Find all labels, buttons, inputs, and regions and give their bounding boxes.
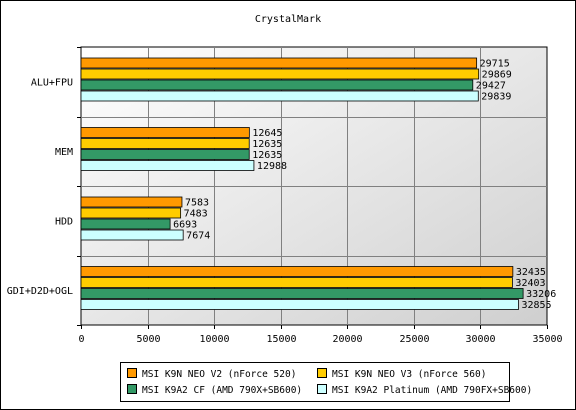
bar xyxy=(80,277,513,288)
value-label: 32403 xyxy=(515,278,545,289)
value-label: 12645 xyxy=(252,128,282,139)
category-label: MEM xyxy=(55,147,73,158)
bar xyxy=(80,207,182,219)
x-tick-label: 20000 xyxy=(332,334,362,345)
x-tick-label: 30000 xyxy=(465,334,495,345)
category-label: GDI+D2D+OGL xyxy=(7,286,73,297)
legend-label: MSI K9N NEO V3 (nForce 560) xyxy=(332,369,487,380)
chart-title: CrystalMark xyxy=(254,14,322,25)
bar xyxy=(80,288,524,299)
bar xyxy=(80,160,255,171)
x-tick-label: 15000 xyxy=(266,334,296,345)
value-label: 29839 xyxy=(481,92,511,103)
legend-swatch xyxy=(317,384,327,394)
value-label: 7674 xyxy=(186,231,210,242)
value-label: 32855 xyxy=(521,300,551,311)
category-label: ALU+FPU xyxy=(31,77,73,88)
legend-item: MSI K9N NEO V2 (nForce 520) xyxy=(127,368,296,380)
value-label: 29715 xyxy=(480,59,510,70)
legend-item: MSI K9A2 Platinum (AMD 790FX+SB600) xyxy=(317,384,532,396)
x-tick-label: 5000 xyxy=(136,334,160,345)
x-tick-label: 10000 xyxy=(199,334,229,345)
bar xyxy=(80,229,184,241)
chart-plot: 2971529869294272983912645126351263512988… xyxy=(7,46,563,345)
category-label: HDD xyxy=(55,216,73,227)
legend-swatch xyxy=(127,368,137,378)
legend-label: MSI K9N NEO V2 (nForce 520) xyxy=(142,369,297,380)
bar xyxy=(80,266,514,277)
legend-label: MSI K9A2 Platinum (AMD 790FX+SB600) xyxy=(332,385,533,396)
legend-label: MSI K9A2 CF (AMD 790X+SB600) xyxy=(142,385,303,396)
bar xyxy=(80,127,250,138)
bar xyxy=(80,149,250,160)
x-tick-label: 35000 xyxy=(532,334,562,345)
value-label: 6693 xyxy=(173,220,197,231)
legend-item: MSI K9A2 CF (AMD 790X+SB600) xyxy=(127,384,302,396)
legend-swatch xyxy=(317,368,327,378)
legend-swatch xyxy=(127,384,137,394)
value-label: 12988 xyxy=(257,161,287,172)
bar xyxy=(80,299,519,310)
legend-item: MSI K9N NEO V3 (nForce 560) xyxy=(317,368,486,380)
bar xyxy=(80,196,183,208)
legend: MSI K9N NEO V2 (nForce 520) MSI K9N NEO V… xyxy=(120,362,532,402)
x-tick-label: 25000 xyxy=(399,334,429,345)
bar xyxy=(80,68,480,80)
bar xyxy=(80,79,474,91)
bar xyxy=(80,90,479,102)
bar xyxy=(80,138,250,149)
value-label: 33206 xyxy=(526,289,556,300)
x-tick-label: 0 xyxy=(78,334,84,345)
value-label: 29427 xyxy=(476,81,506,92)
value-label: 32435 xyxy=(516,267,546,278)
value-label: 29869 xyxy=(482,70,512,81)
value-label: 12635 xyxy=(252,139,282,150)
value-label: 7583 xyxy=(185,198,209,209)
bar xyxy=(80,218,171,230)
value-label: 7483 xyxy=(184,209,208,220)
value-label: 12635 xyxy=(252,150,282,161)
bar xyxy=(80,57,478,69)
